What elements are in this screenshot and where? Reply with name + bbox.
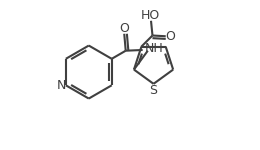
Text: O: O: [165, 30, 175, 43]
Text: O: O: [119, 22, 129, 35]
Text: N: N: [57, 79, 66, 92]
Text: NH: NH: [144, 42, 163, 55]
Text: HO: HO: [141, 9, 160, 22]
Text: S: S: [150, 84, 158, 96]
